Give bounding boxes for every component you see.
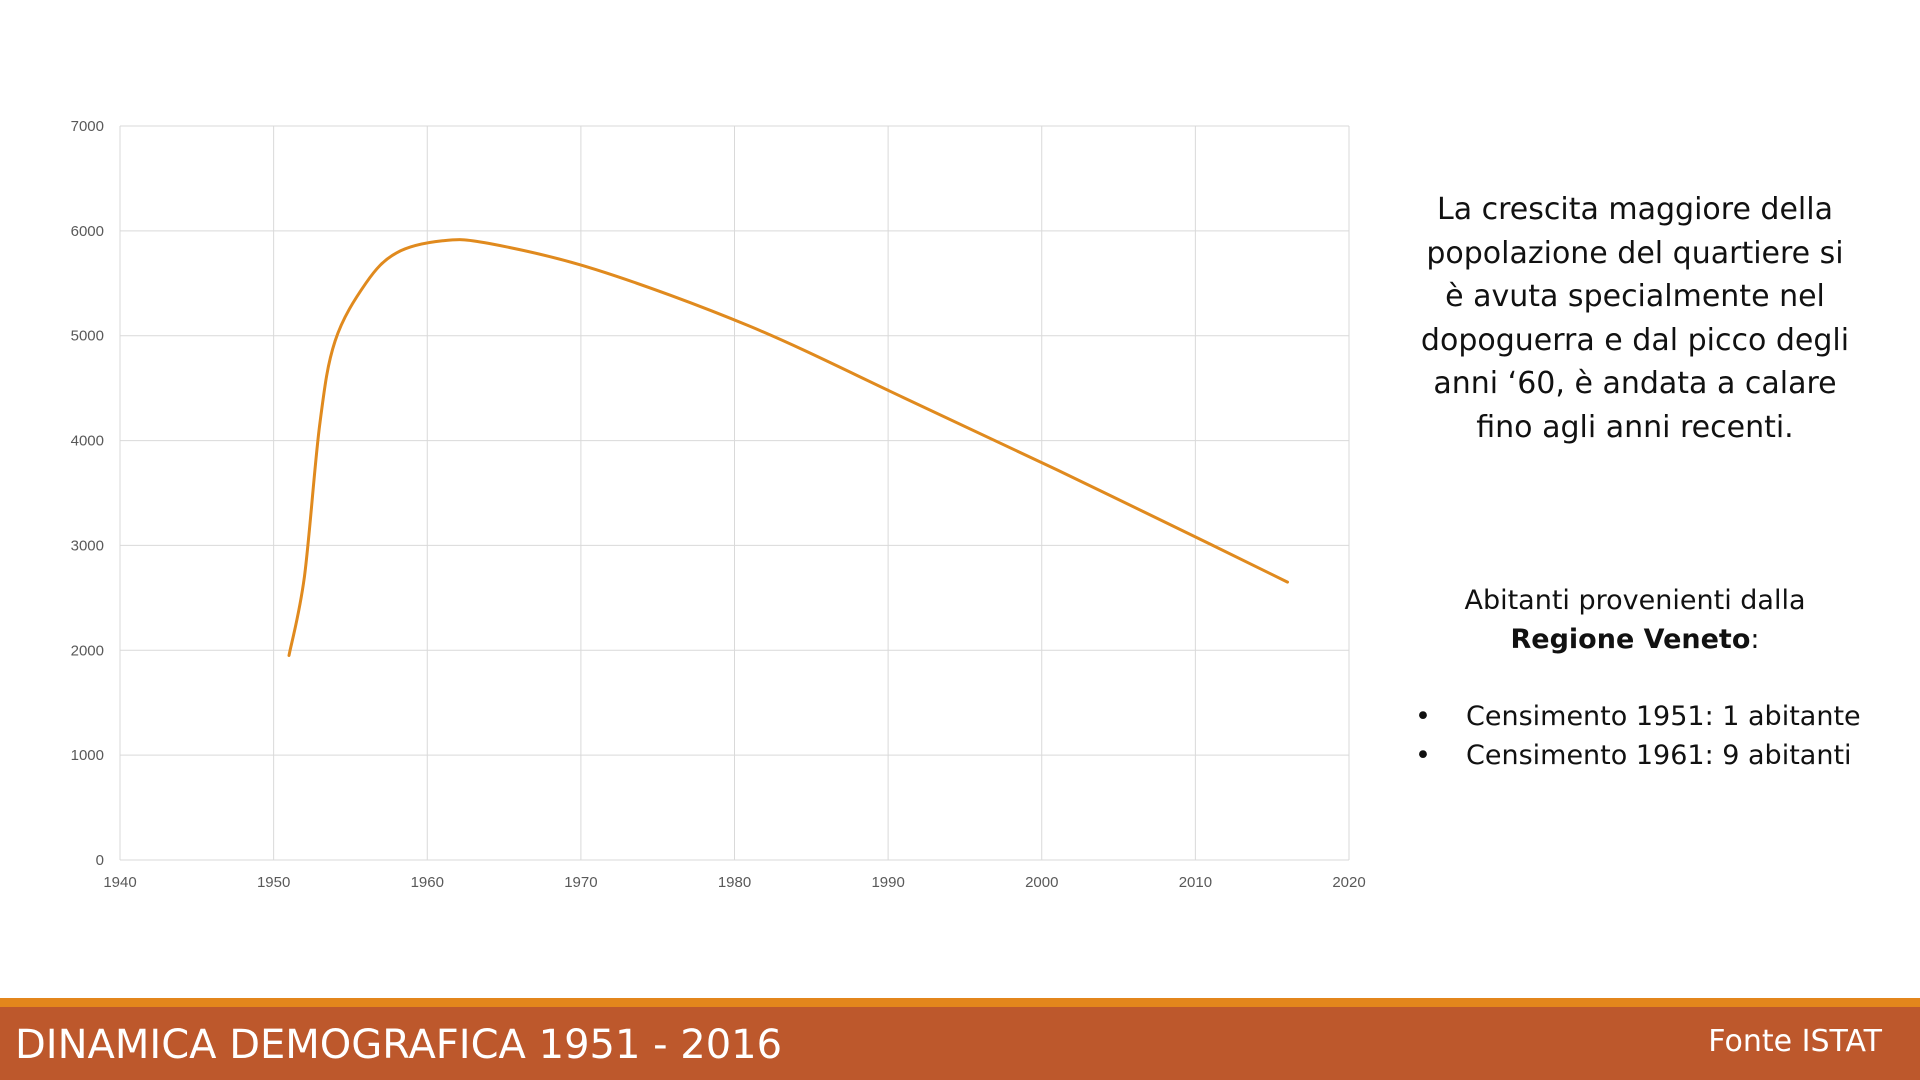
- x-tick-label: 1970: [564, 874, 597, 891]
- census-item: • Censimento 1961: 9 abitanti: [1415, 736, 1895, 775]
- x-tick-label: 1980: [718, 874, 751, 891]
- slide-title: DINAMICA DEMOGRAFICA 1951 - 2016: [15, 1022, 783, 1068]
- y-tick-label: 1000: [71, 747, 104, 764]
- y-tick-label: 2000: [71, 642, 104, 659]
- commentary-line: La crescita maggiore della: [1436, 192, 1833, 227]
- footer-bar: DINAMICA DEMOGRAFICA 1951 - 2016 Fonte I…: [0, 1007, 1920, 1080]
- commentary-line: popolazione del quartiere si: [1426, 235, 1844, 271]
- commentary-line: dopoguerra e dal picco degli: [1420, 322, 1850, 358]
- commentary-line: fino agli anni recenti.: [1476, 409, 1794, 445]
- bullet-icon: •: [1415, 740, 1431, 771]
- census-item-text: Censimento 1961: 9 abitanti: [1466, 740, 1852, 771]
- commentary-text: La crescita maggiore della popolazione d…: [1400, 188, 1870, 449]
- origin-intro: Abitanti provenienti dalla: [1464, 585, 1806, 616]
- census-item-text: Censimento 1951: 1 abitante: [1466, 701, 1861, 732]
- y-tick-label: 6000: [71, 223, 104, 240]
- commentary-line: anni ‘60, è andata a calare: [1433, 366, 1837, 401]
- y-tick-label: 7000: [71, 118, 104, 135]
- census-item: • Censimento 1951: 1 abitante: [1415, 697, 1895, 736]
- population-series-line: [287, 238, 1289, 657]
- footer-accent-stripe: [0, 998, 1920, 1007]
- origin-region-line: Regione Veneto:: [1400, 620, 1870, 659]
- origin-heading: Abitanti provenienti dalla Regione Venet…: [1400, 581, 1870, 659]
- x-tick-label: 2010: [1179, 874, 1212, 891]
- census-list: • Censimento 1951: 1 abitante • Censimen…: [1415, 697, 1895, 775]
- x-tick-label: 1940: [103, 874, 136, 891]
- y-tick-label: 4000: [71, 433, 104, 450]
- x-tick-label: 1990: [871, 874, 904, 891]
- x-tick-label: 2000: [1025, 874, 1058, 891]
- y-tick-label: 3000: [71, 537, 104, 554]
- source-label: Fonte ISTAT: [1708, 1024, 1882, 1059]
- population-line-chart: 0 1000 2000 3000 4000 5000 6000 7000 1940 1950 196…: [71, 118, 1366, 891]
- bullet-icon: •: [1415, 701, 1431, 732]
- x-tick-label: 1960: [411, 874, 444, 891]
- y-tick-label: 5000: [71, 328, 104, 345]
- y-tick-label: 0: [96, 852, 104, 869]
- commentary-line: è avuta specialmente nel: [1445, 279, 1825, 314]
- origin-suffix: :: [1750, 624, 1760, 655]
- x-tick-label: 1950: [257, 874, 290, 891]
- origin-region: Regione Veneto: [1510, 624, 1751, 655]
- x-tick-label: 2020: [1332, 874, 1365, 891]
